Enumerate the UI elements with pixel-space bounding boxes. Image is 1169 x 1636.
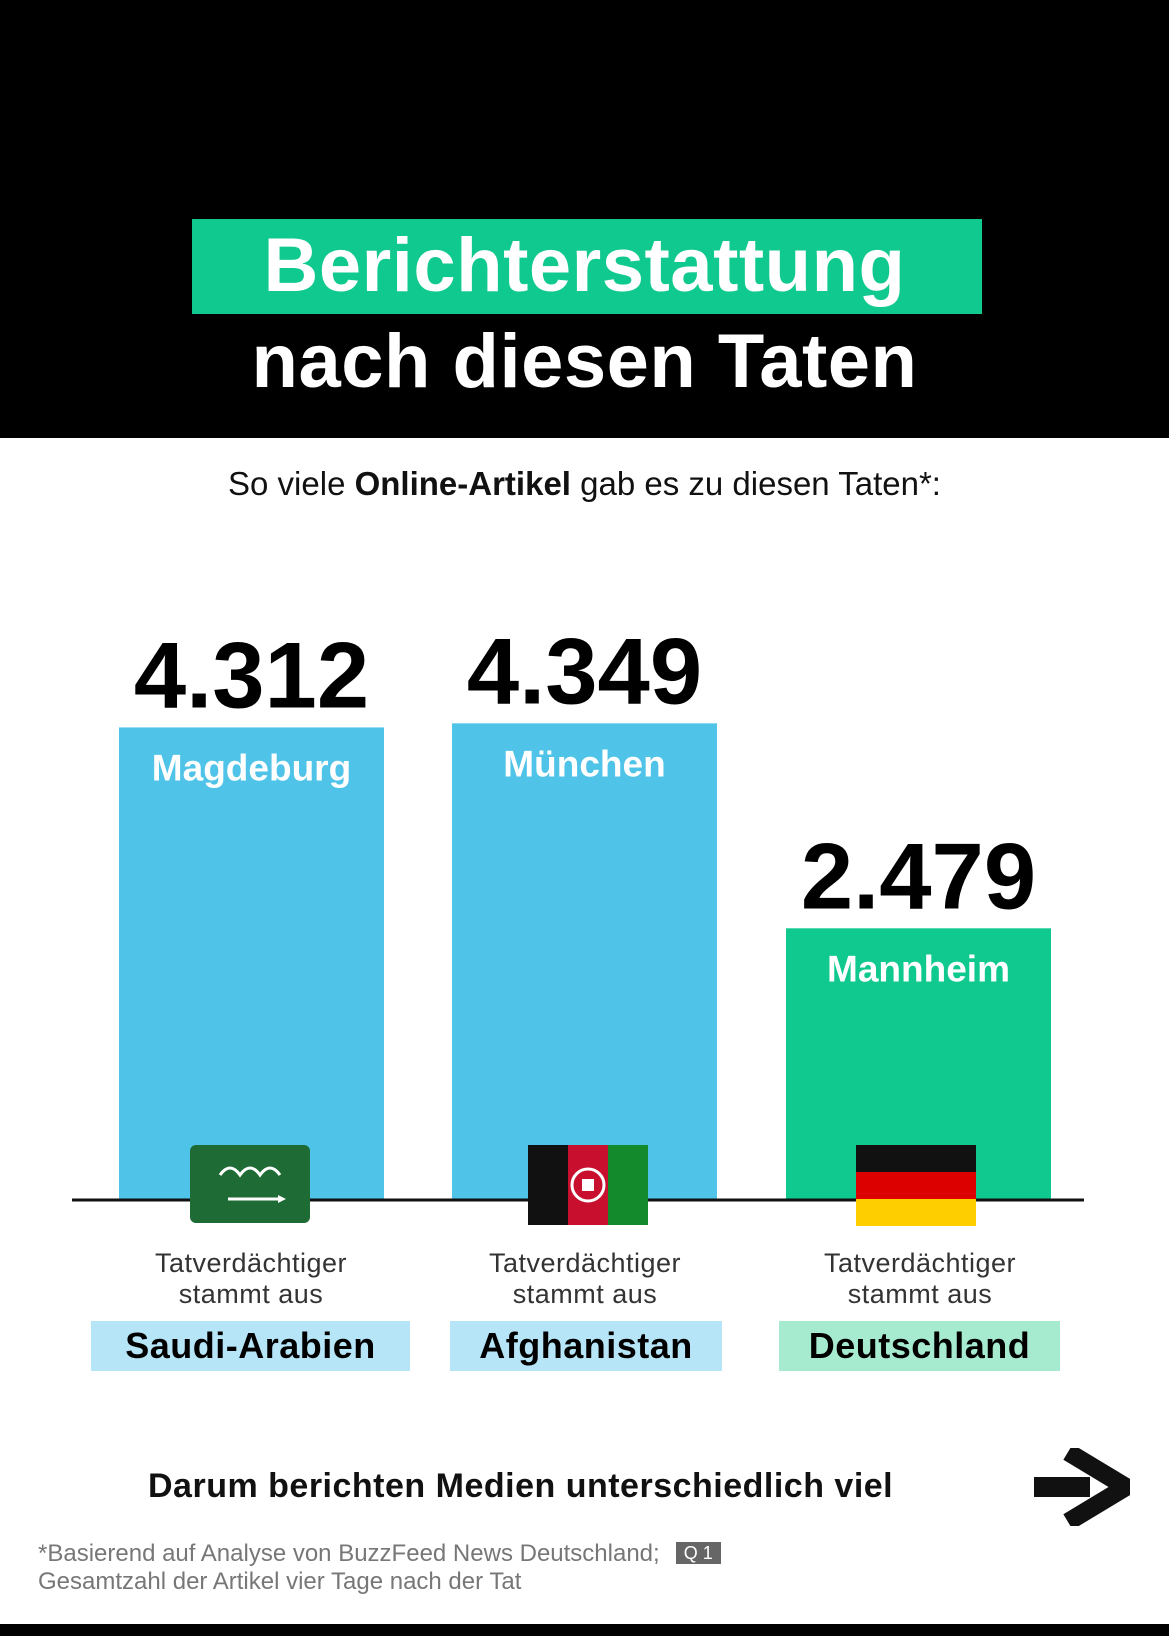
arrow-right-icon[interactable] <box>1030 1448 1130 1526</box>
footnote-line2: Gesamtzahl der Artikel vier Tage nach de… <box>38 1568 522 1595</box>
bar-value-label-2: 2.479 <box>801 823 1036 928</box>
bar-0 <box>119 727 384 1200</box>
subtitle-suffix: gab es zu diesen Taten*: <box>570 465 941 502</box>
caption-line2: stammt aus <box>847 1279 993 1309</box>
footnote-line1-row: *Basierend auf Analyse von BuzzFeed News… <box>38 1540 721 1568</box>
subtitle-bold: Online-Artikel <box>354 465 571 502</box>
country-label-afghanistan: Afghanistan <box>450 1321 722 1371</box>
flags-layer <box>190 1145 976 1226</box>
germany-flag-icon <box>856 1145 976 1226</box>
title-highlight <box>192 219 982 314</box>
page-title-line2: nach diesen Taten <box>251 319 918 404</box>
subtitle: So viele Online-Artikel gab es zu diesen… <box>0 462 1169 506</box>
bar-category-label-1: München <box>503 743 665 784</box>
bar-category-label-0: Magdeburg <box>152 747 351 788</box>
footnote: *Basierend auf Analyse von BuzzFeed News… <box>38 1540 721 1596</box>
bar-value-label-0: 4.312 <box>134 622 369 727</box>
footnote-line1: *Basierend auf Analyse von BuzzFeed News… <box>38 1540 660 1567</box>
bar-chart: Magdeburg 4.312 München 4.349 Mannheim 2.479 <box>72 618 1084 1226</box>
subtitle-prefix: So viele <box>228 465 355 502</box>
page-title-line1: Berichterstattung <box>263 223 906 308</box>
caption-line1: Tatverdächtiger <box>823 1248 1017 1278</box>
saudi-arabia-flag-icon <box>190 1145 310 1223</box>
bars-layer: Magdeburg 4.312 München 4.349 Mannheim 2.479 <box>119 618 1051 1200</box>
cta-text[interactable]: Darum berichten Medien unterschiedlich v… <box>148 1467 894 1505</box>
caption-line1: Tatverdächtiger <box>488 1248 682 1278</box>
bar-value-label-1: 4.349 <box>467 618 702 723</box>
caption-afghanistan: Tatverdächtiger stammt aus <box>425 1248 745 1310</box>
caption-saudi-arabien: Tatverdächtiger stammt aus <box>91 1248 411 1310</box>
bottom-bar <box>0 1624 1169 1636</box>
footnote-badge: Q 1 <box>675 1542 721 1564</box>
afghanistan-flag-icon <box>528 1145 648 1225</box>
caption-line1: Tatverdächtiger <box>154 1248 348 1278</box>
country-label-deutschland: Deutschland <box>779 1321 1060 1371</box>
caption-line2: stammt aus <box>178 1279 324 1309</box>
bar-1 <box>452 723 717 1200</box>
country-label-saudi-arabien: Saudi-Arabien <box>91 1321 410 1371</box>
bar-category-label-2: Mannheim <box>827 948 1010 989</box>
caption-deutschland: Tatverdächtiger stammt aus <box>760 1248 1080 1310</box>
caption-line2: stammt aus <box>512 1279 658 1309</box>
